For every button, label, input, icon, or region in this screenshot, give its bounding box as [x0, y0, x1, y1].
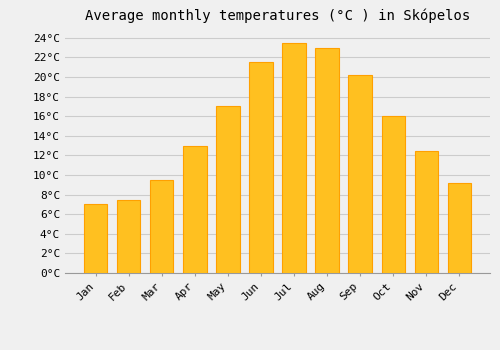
- Bar: [414, 150, 438, 273]
- Bar: [118, 199, 141, 273]
- Bar: [316, 48, 338, 273]
- Bar: [250, 62, 272, 273]
- Bar: [448, 183, 470, 273]
- Bar: [184, 146, 206, 273]
- Bar: [216, 106, 240, 273]
- Title: Average monthly temperatures (°C ) in Skópelos: Average monthly temperatures (°C ) in Sk…: [85, 8, 470, 23]
- Bar: [348, 75, 372, 273]
- Bar: [150, 180, 174, 273]
- Bar: [84, 204, 108, 273]
- Bar: [282, 43, 306, 273]
- Bar: [382, 116, 404, 273]
